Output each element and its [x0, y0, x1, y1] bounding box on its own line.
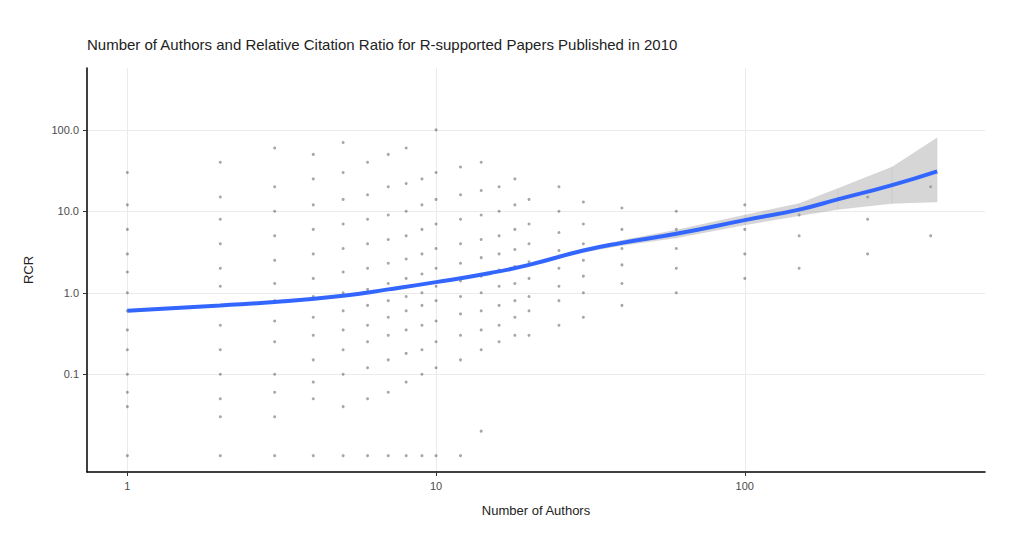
- svg-text:Number of Authors: Number of Authors: [482, 503, 591, 518]
- svg-text:10.0: 10.0: [58, 205, 79, 217]
- svg-text:10: 10: [430, 480, 442, 492]
- svg-text:1: 1: [124, 480, 130, 492]
- svg-text:100.0: 100.0: [51, 124, 79, 136]
- svg-text:Number of Authors and Relative: Number of Authors and Relative Citation …: [87, 36, 677, 53]
- svg-text:1.0: 1.0: [64, 287, 79, 299]
- svg-text:100: 100: [736, 480, 754, 492]
- svg-text:RCR: RCR: [21, 256, 36, 284]
- svg-text:0.1: 0.1: [64, 368, 79, 380]
